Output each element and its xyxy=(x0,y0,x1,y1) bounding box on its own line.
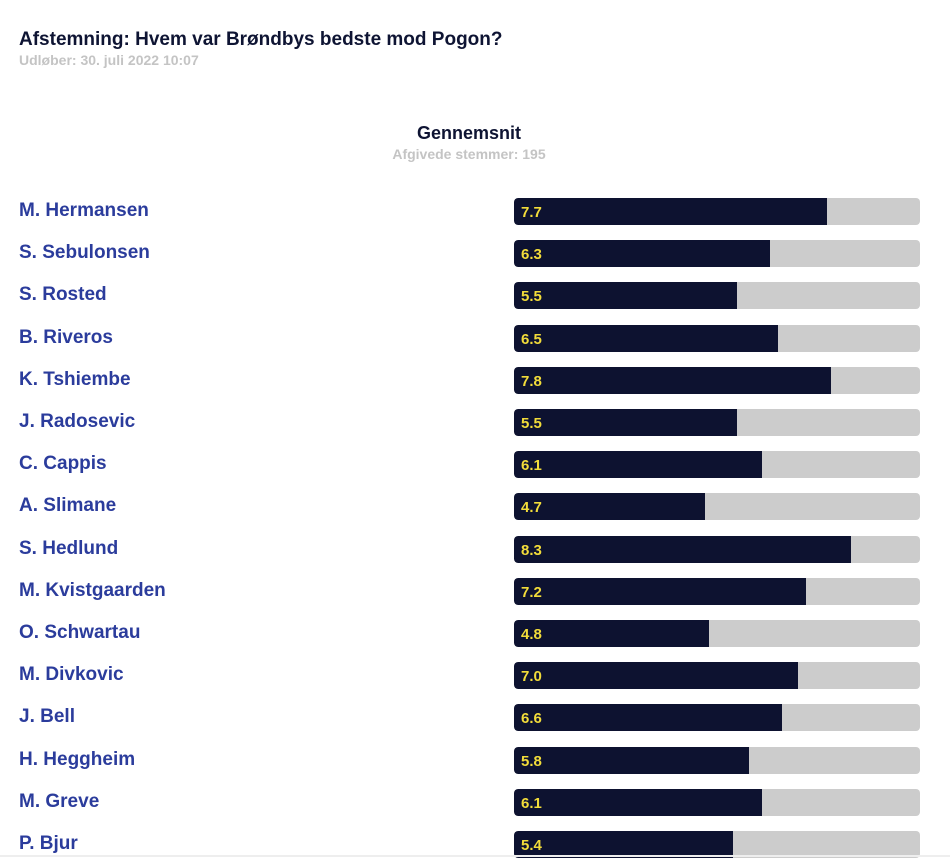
rating-bar-track: 5.5 xyxy=(514,282,920,310)
rating-bar: 8.3 xyxy=(514,535,851,563)
player-name: J. Radosevic xyxy=(19,411,136,432)
summary-header: Gennemsnit Afgivede stemmer: 195 xyxy=(0,121,938,163)
player-name: S. Rosted xyxy=(19,284,107,306)
rating-bar: 6.5 xyxy=(514,324,778,352)
player-row: M. Divkovic 7.0 xyxy=(0,662,950,690)
player-name: J. Bell xyxy=(19,706,75,728)
player-name: M. Divkovic xyxy=(19,664,124,686)
rating-value: 8.3 xyxy=(521,541,542,559)
rating-bar-track: 4.8 xyxy=(514,620,920,647)
rating-value: 4.7 xyxy=(521,499,542,517)
rating-bar: 5.5 xyxy=(514,409,737,436)
rating-bar-track: 5.5 xyxy=(514,409,920,436)
player-row: M. Hermansen 7.7 xyxy=(0,198,950,225)
rating-bar: 6.6 xyxy=(514,704,782,732)
rating-bar: 5.5 xyxy=(514,282,737,310)
rating-bar-track: 5.8 xyxy=(514,746,920,774)
bottom-divider xyxy=(0,855,950,857)
rating-value: 5.5 xyxy=(521,415,542,432)
rating-bar-track: 7.8 xyxy=(514,366,920,394)
player-row: J. Radosevic 5.5 xyxy=(0,409,950,436)
rating-value: 6.1 xyxy=(521,457,542,475)
rating-bar: 6.1 xyxy=(514,451,762,479)
rating-bar-track: 6.1 xyxy=(514,451,920,479)
player-name: S. Sebulonsen xyxy=(19,242,150,264)
player-row: K. Tshiembe 7.8 xyxy=(0,366,950,394)
rating-value: 5.8 xyxy=(521,752,542,770)
rating-value: 6.3 xyxy=(521,246,542,264)
rating-bar: 4.8 xyxy=(514,620,709,647)
rating-bar-track: 5.4 xyxy=(514,831,920,858)
player-row: A. Slimane 4.7 xyxy=(0,493,950,521)
rating-value: 7.8 xyxy=(521,372,542,390)
rating-value: 4.8 xyxy=(521,626,542,643)
player-row: S. Sebulonsen 6.3 xyxy=(0,240,950,268)
rating-value: 7.2 xyxy=(521,583,542,601)
player-name: P. Bjur xyxy=(19,833,78,854)
player-name: C. Cappis xyxy=(19,453,107,475)
player-row: J. Bell 6.6 xyxy=(0,704,950,732)
rating-bar-track: 8.3 xyxy=(514,535,920,563)
player-name: B. Riveros xyxy=(19,326,113,348)
player-row: S. Hedlund 8.3 xyxy=(0,535,950,563)
vote-count: Afgivede stemmer: 195 xyxy=(392,146,546,162)
poll-expiry: Udløber: 30. juli 2022 10:07 xyxy=(19,52,199,68)
player-row: B. Riveros 6.5 xyxy=(0,324,950,352)
rating-value: 5.4 xyxy=(521,837,542,854)
player-row: P. Bjur 5.4 xyxy=(0,831,950,858)
player-name: M. Greve xyxy=(19,790,100,812)
player-row: S. Rosted 5.5 xyxy=(0,282,950,310)
rating-bar-track: 7.0 xyxy=(514,662,920,690)
rating-bar: 7.0 xyxy=(514,662,798,690)
rating-value: 7.7 xyxy=(521,204,542,221)
player-name: K. Tshiembe xyxy=(19,368,131,390)
player-name: H. Heggheim xyxy=(19,748,136,770)
player-row: O. Schwartau 4.8 xyxy=(0,620,950,647)
rating-bar-track: 6.3 xyxy=(514,240,920,268)
player-name: M. Hermansen xyxy=(19,200,149,221)
rating-bar-track: 4.7 xyxy=(514,493,920,521)
rating-value: 5.5 xyxy=(521,288,542,306)
rating-value: 7.0 xyxy=(521,668,542,686)
rating-value: 6.1 xyxy=(521,794,542,812)
player-name: A. Slimane xyxy=(19,495,117,517)
rating-bar: 6.1 xyxy=(514,788,762,816)
rating-bar: 5.4 xyxy=(514,831,733,858)
rating-bar: 7.8 xyxy=(514,366,831,394)
rating-bar-track: 6.5 xyxy=(514,324,920,352)
rating-bar-track: 6.6 xyxy=(514,704,920,732)
player-name: S. Hedlund xyxy=(19,537,119,559)
summary-title: Gennemsnit xyxy=(416,123,522,143)
rating-bar-track: 7.2 xyxy=(514,577,920,605)
player-row: H. Heggheim 5.8 xyxy=(0,746,950,774)
rating-value: 6.6 xyxy=(521,710,542,728)
player-row: C. Cappis 6.1 xyxy=(0,451,950,479)
rating-bar: 4.7 xyxy=(514,493,705,521)
rating-value: 6.5 xyxy=(521,330,542,348)
player-row: M. Greve 6.1 xyxy=(0,788,950,816)
rating-bar: 7.7 xyxy=(514,198,827,225)
player-row: M. Kvistgaarden 7.2 xyxy=(0,577,950,605)
poll-header: Afstemning: Hvem var Brøndbys bedste mod… xyxy=(19,28,503,68)
poll-title: Afstemning: Hvem var Brøndbys bedste mod… xyxy=(19,29,503,50)
rating-bar-track: 6.1 xyxy=(514,788,920,816)
player-name: O. Schwartau xyxy=(19,622,141,643)
rating-bar: 7.2 xyxy=(514,577,806,605)
player-name: M. Kvistgaarden xyxy=(19,579,166,601)
rating-bar: 5.8 xyxy=(514,746,749,774)
rating-bar: 6.3 xyxy=(514,240,770,268)
rating-bar-track: 7.7 xyxy=(514,198,920,225)
